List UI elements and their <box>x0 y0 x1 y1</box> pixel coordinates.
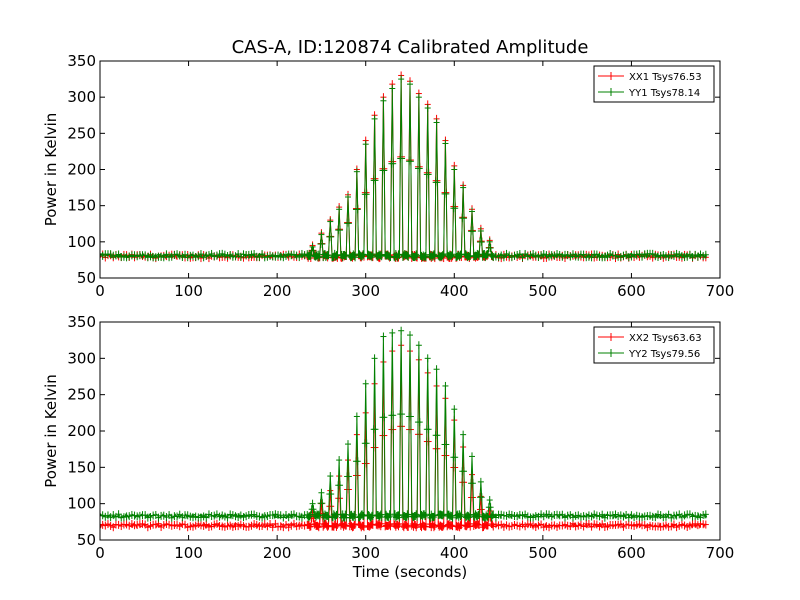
legend-label: YY2 Tsys79.56 <box>628 349 700 360</box>
y-tick-label: 300 <box>67 349 96 367</box>
x-tick-label: 200 <box>263 544 292 562</box>
y-tick-label: 100 <box>67 233 96 251</box>
x-tick-label: 400 <box>440 282 469 300</box>
x-tick-label: 600 <box>617 544 646 562</box>
legend-box <box>593 326 715 364</box>
legend-label: XX2 Tsys63.63 <box>629 333 702 344</box>
x-tick-label: 200 <box>263 282 292 300</box>
x-tick-label: 500 <box>529 544 558 562</box>
y-tick-label: 200 <box>67 161 96 179</box>
legend-label: XX1 Tsys76.53 <box>629 72 702 83</box>
y-tick-label: 150 <box>67 197 96 215</box>
y-tick-label: 200 <box>67 422 96 440</box>
x-tick-label: 700 <box>706 282 735 300</box>
y-tick-label: 350 <box>67 52 96 70</box>
top-panel: 0 100 200 300 400 500 600 700 50 100 150 200 250 300 3… <box>42 52 734 300</box>
bottom-panel: 0 100 200 300 400 500 600 700 50 100 150 200 250 300 3… <box>42 313 734 581</box>
y-tick-label: 250 <box>67 386 96 404</box>
y-tick-label: 250 <box>67 124 96 142</box>
x-tick-label: 600 <box>617 282 646 300</box>
legend: XX1 Tsys76.53 YY1 Tsys78.14 <box>593 65 715 103</box>
series-2 <box>100 326 709 522</box>
x-tick-label: 700 <box>706 544 735 562</box>
x-tick-label: 0 <box>95 282 105 300</box>
x-axis-label: Time (seconds) <box>352 563 468 581</box>
plot-area <box>100 326 709 532</box>
series-2 <box>100 75 709 262</box>
x-tick-label: 500 <box>529 282 558 300</box>
x-tick-label: 300 <box>351 544 380 562</box>
legend-box <box>593 65 715 103</box>
y-tick-label: 350 <box>67 313 96 331</box>
legend: XX2 Tsys63.63 YY2 Tsys79.56 <box>593 326 715 364</box>
chart-title: CAS-A, ID:120874 Calibrated Amplitude <box>232 37 589 58</box>
x-tick-label: 0 <box>95 544 105 562</box>
x-tick-label: 400 <box>440 544 469 562</box>
y-tick-label: 50 <box>77 269 96 287</box>
y-tick-label: 100 <box>67 495 96 513</box>
legend-label: YY1 Tsys78.14 <box>628 88 700 99</box>
y-tick-label: 50 <box>77 531 96 549</box>
plot-area <box>100 71 709 263</box>
y-axis-label: Power in Kelvin <box>42 113 60 227</box>
y-tick-label: 150 <box>67 458 96 476</box>
x-tick-label: 100 <box>174 282 203 300</box>
x-tick-label: 300 <box>351 282 380 300</box>
x-tick-label: 100 <box>174 544 203 562</box>
y-tick-label: 300 <box>67 88 96 106</box>
y-axis-label: Power in Kelvin <box>42 374 60 488</box>
